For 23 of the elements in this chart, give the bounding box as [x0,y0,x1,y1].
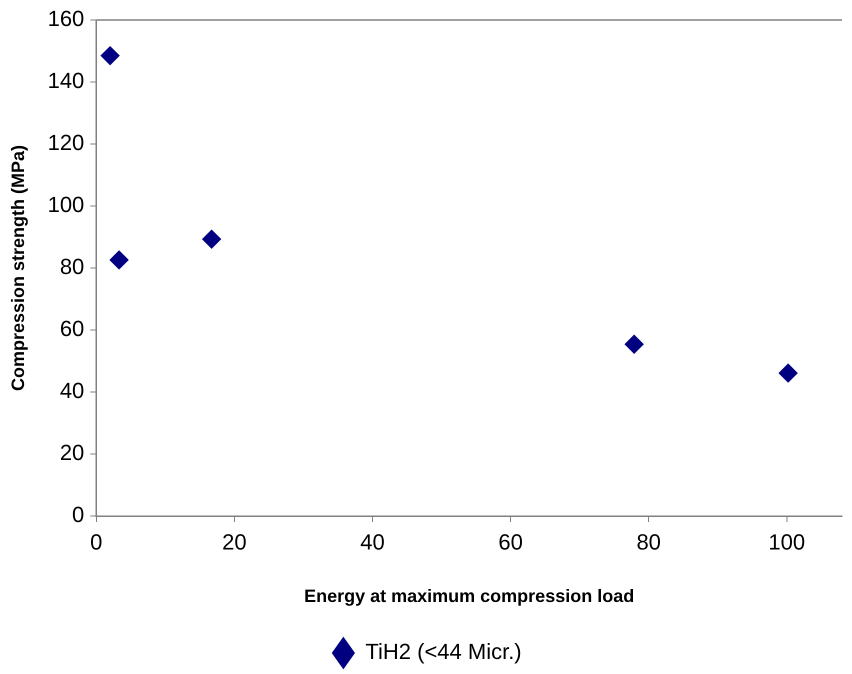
point [100,46,120,66]
y-tick-label: 0 [72,502,84,528]
point [624,334,644,354]
point [202,230,222,249]
x-tick-label: 100 [768,529,806,554]
x-tick-label: 40 [360,529,385,554]
legend-label: TiH2 (<44 Micr.) [365,639,522,664]
point [110,250,129,270]
point [778,364,798,383]
y-tick-label: 140 [48,68,84,94]
y-tick-label: 120 [48,130,84,156]
y-tick-label: 20 [60,440,84,466]
y-tick-label: 60 [60,316,84,342]
x-axis-title: Energy at maximum compression load [304,586,634,606]
y-tick-label: 160 [48,6,84,32]
x-tick-label: 80 [636,529,661,554]
y-tick-label: 40 [60,378,84,404]
x-tick-label: 0 [90,529,102,554]
x-tick-label: 60 [498,529,523,554]
y-tick-label: 80 [60,254,84,280]
y-axis-title: Compression strength (MPa) [8,144,28,392]
x-tick-label: 20 [222,529,247,554]
y-tick-label: 100 [48,192,84,218]
